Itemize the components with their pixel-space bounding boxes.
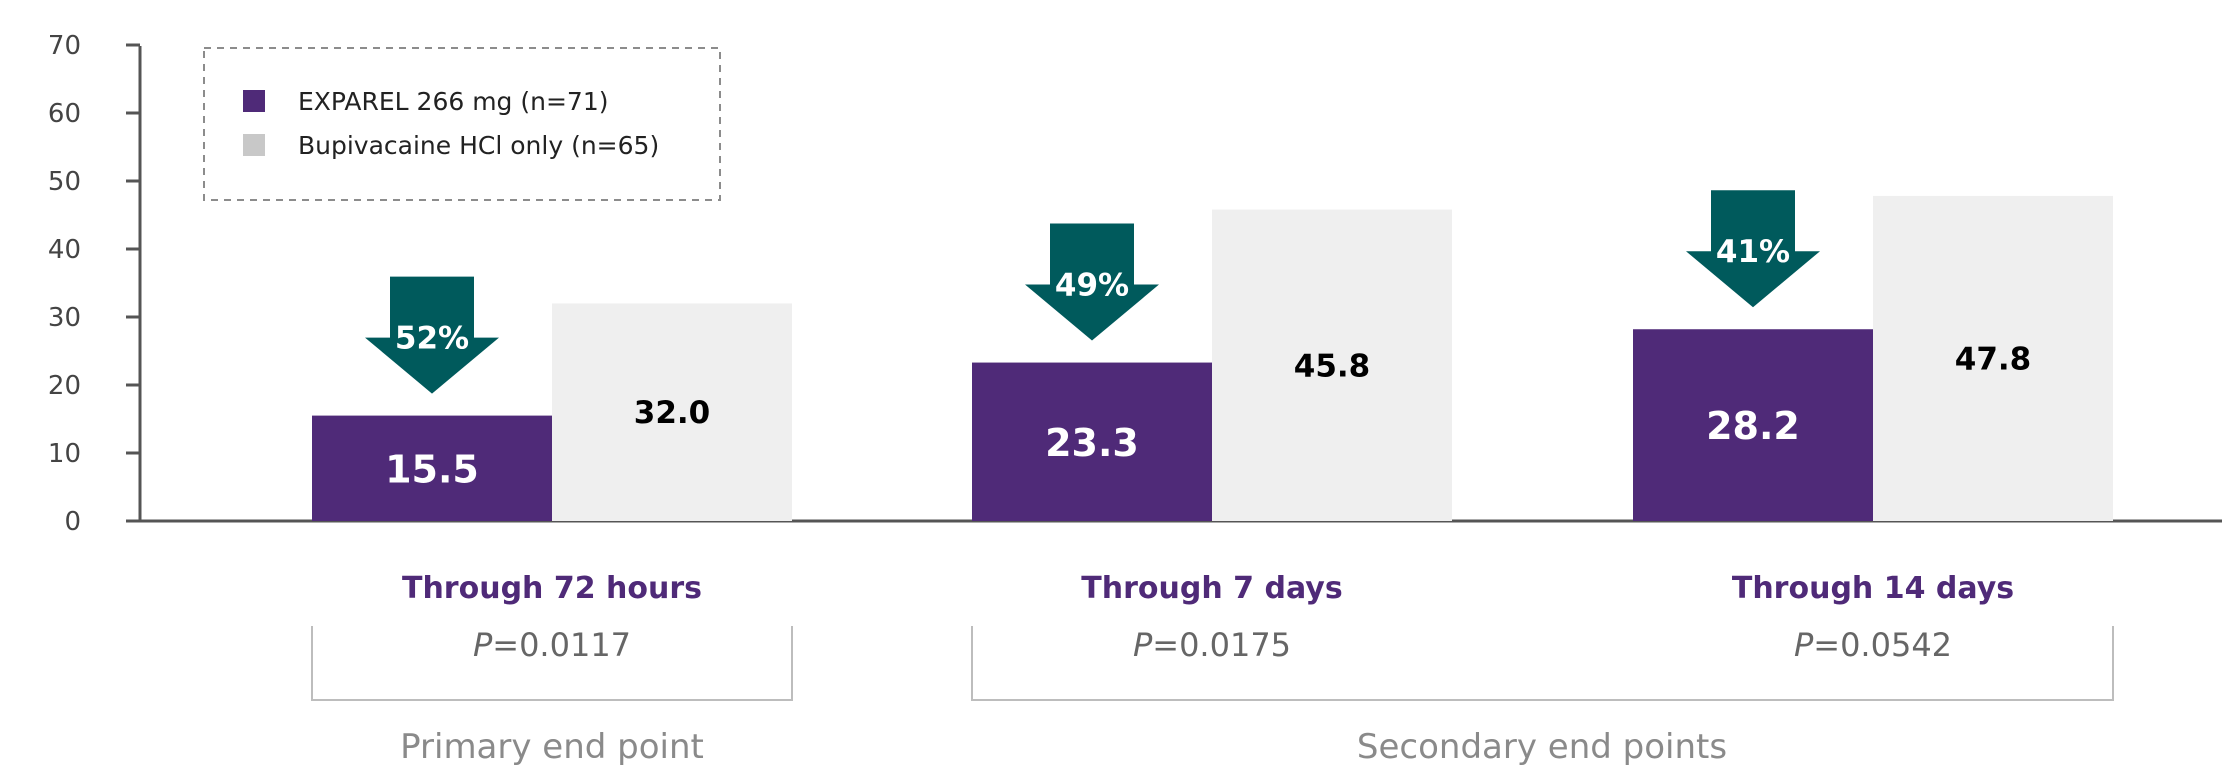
data-label-bupivacaine: 47.8: [1955, 341, 2032, 377]
category-label-72-hours: Through 72 hours: [402, 571, 702, 606]
data-label-bupivacaine: 45.8: [1294, 348, 1371, 384]
y-tick-label: 10: [48, 439, 81, 469]
y-axis: 0 10 20 30 40 50 60 70: [48, 31, 142, 537]
bar-exparel: [1633, 329, 1873, 521]
reduction-arrow: [365, 276, 499, 394]
data-label-exparel: 15.5: [385, 447, 479, 491]
bars: [312, 195, 2113, 521]
reduction-arrow: [1025, 223, 1159, 341]
bar-exparel: [312, 415, 552, 521]
reduction-label: 49%: [1055, 268, 1129, 304]
bar-bupivacaine: [552, 303, 792, 521]
reduction-label: 41%: [1716, 234, 1790, 270]
endpoint-brackets: [311, 626, 2114, 701]
y-tick-label: 40: [48, 235, 81, 265]
data-label-bupivacaine: 32.0: [634, 395, 711, 431]
category-labels: Through 72 hours Through 7 days Through …: [402, 571, 2014, 606]
primary-endpoint-label: Primary end point: [400, 727, 704, 767]
p-value-72-hours: P=0.0117: [473, 626, 631, 664]
secondary-bracket: [971, 626, 2114, 701]
y-ticks: 0 10 20 30 40 50 60 70: [48, 31, 140, 537]
legend: EXPAREL 266 mg (n=71) Bupivacaine HCl on…: [203, 47, 721, 201]
value-labels: 15.5 32.0 23.3 45.8 28.2 47.8: [385, 341, 2031, 491]
data-label-exparel: 28.2: [1706, 404, 1800, 448]
bar-bupivacaine: [1873, 195, 2113, 521]
reduction-label: 52%: [395, 321, 469, 357]
p-value-7-days: P=0.0175: [1133, 626, 1291, 664]
p-value-14-days: P=0.0542: [1794, 626, 1952, 664]
legend-frame: [203, 47, 721, 201]
category-label-14-days: Through 14 days: [1732, 571, 2014, 606]
legend-swatch-bupivacaine: [243, 134, 265, 156]
y-tick-label: 60: [48, 99, 81, 129]
y-tick-label: 50: [48, 167, 81, 197]
reduction-arrow: [1686, 190, 1820, 308]
p-values: P=0.0117 P=0.0175 P=0.0542: [473, 626, 1952, 664]
data-label-exparel: 23.3: [1045, 421, 1139, 465]
bar-exparel: [972, 362, 1212, 521]
primary-bracket: [311, 626, 793, 701]
category-label-7-days: Through 7 days: [1081, 571, 1342, 606]
y-tick-label: 70: [48, 31, 81, 61]
legend-swatch-exparel: [243, 90, 265, 112]
reduction-arrows: 52% 49% 41%: [365, 190, 1820, 394]
legend-label-exparel: EXPAREL 266 mg (n=71): [298, 87, 609, 116]
legend-label-bupivacaine: Bupivacaine HCl only (n=65): [298, 131, 659, 160]
secondary-endpoint-label: Secondary end points: [1357, 727, 1727, 767]
bar-bupivacaine: [1212, 209, 1452, 521]
y-tick-label: 0: [64, 507, 81, 537]
y-tick-label: 30: [48, 303, 81, 333]
y-tick-label: 20: [48, 371, 81, 401]
